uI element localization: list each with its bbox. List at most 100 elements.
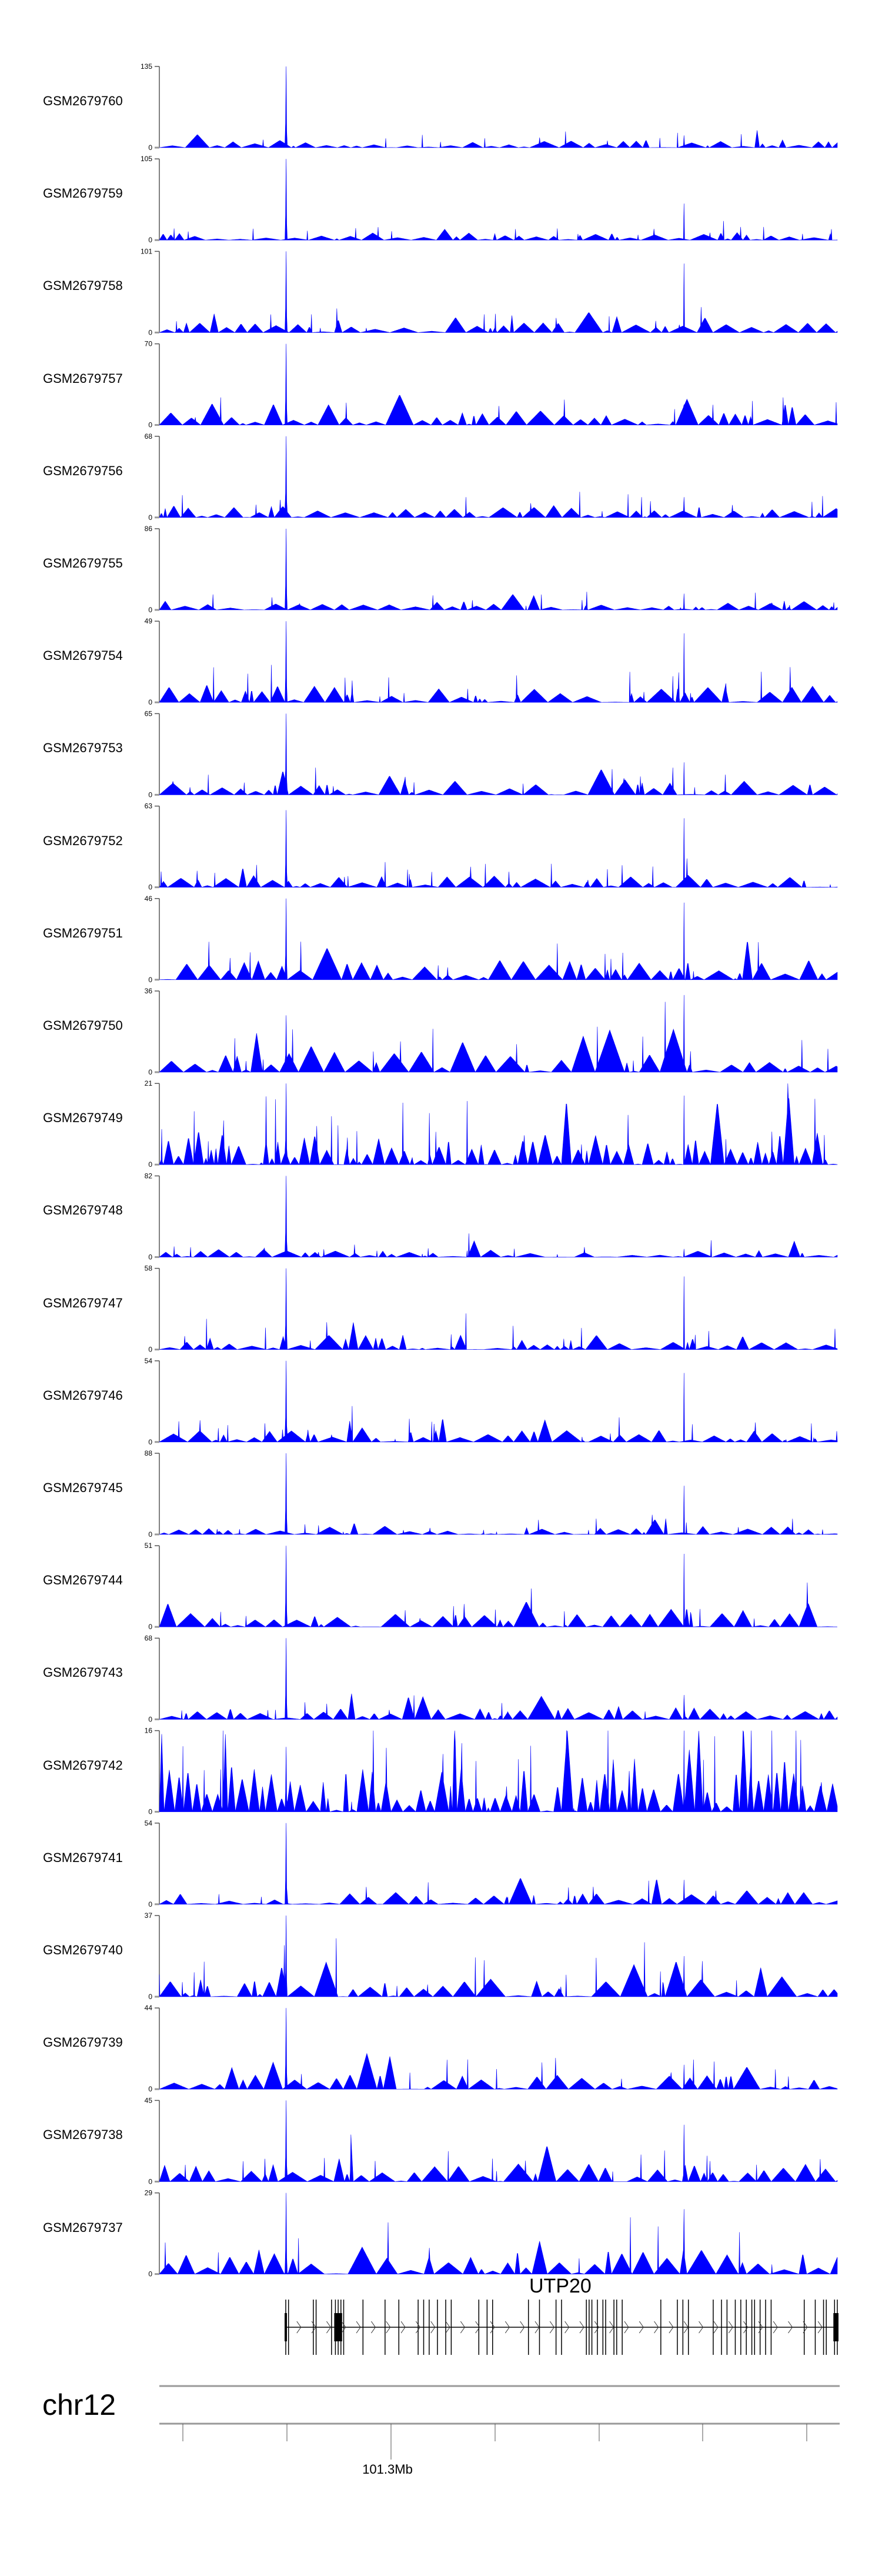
- y-min-label: 0: [148, 1253, 152, 1261]
- strand-arrow-icon: [520, 2321, 525, 2334]
- axis-tick-label: 101.3Mb: [362, 2462, 413, 2477]
- coverage-area: [159, 251, 838, 333]
- y-min-label: 0: [148, 698, 152, 706]
- y-min-label: 0: [148, 1160, 152, 1169]
- y-max-label: 46: [145, 895, 153, 903]
- strand-arrow-icon: [311, 2321, 316, 2334]
- strand-arrow-icon: [669, 2321, 674, 2334]
- coverage-area: [159, 436, 838, 518]
- gene-label: UTP20: [529, 2275, 592, 2297]
- strand-arrow-icon: [356, 2321, 361, 2334]
- coverage-area: [159, 1638, 838, 1720]
- coverage-area: [159, 1268, 838, 1350]
- strand-arrow-icon: [460, 2321, 465, 2334]
- coverage-area: [159, 1176, 838, 1258]
- track-label: GSM2679741: [43, 1850, 123, 1865]
- y-max-label: 29: [145, 2189, 153, 2197]
- track-label: GSM2679759: [43, 186, 123, 201]
- strand-arrow-icon: [788, 2321, 793, 2334]
- y-max-label: 45: [145, 2096, 153, 2104]
- track-label: GSM2679756: [43, 463, 123, 478]
- y-max-label: 65: [145, 709, 153, 718]
- track-label: GSM2679743: [43, 1665, 123, 1680]
- track-label: GSM2679742: [43, 1757, 123, 1773]
- track-label: GSM2679758: [43, 278, 123, 293]
- coverage-area: [159, 1453, 838, 1535]
- track-label: GSM2679752: [43, 833, 123, 848]
- track-label: GSM2679740: [43, 1943, 123, 1957]
- y-min-label: 0: [148, 1715, 152, 1723]
- track-label: GSM2679745: [43, 1480, 123, 1495]
- y-min-label: 0: [148, 1900, 152, 1908]
- coverage-area: [159, 66, 838, 148]
- y-max-label: 44: [145, 2004, 153, 2012]
- gene-exon-block: [833, 2313, 838, 2341]
- y-min-label: 0: [148, 1438, 152, 1446]
- strand-arrow-icon: [534, 2321, 540, 2334]
- strand-arrow-icon: [594, 2321, 599, 2334]
- y-max-label: 36: [145, 987, 153, 995]
- y-max-label: 82: [145, 1172, 153, 1180]
- coverage-area: [159, 713, 838, 796]
- y-min-label: 0: [148, 2177, 152, 2185]
- coverage-area: [159, 810, 838, 888]
- strand-arrow-icon: [683, 2321, 689, 2334]
- y-max-label: 54: [145, 1819, 153, 1827]
- y-min-label: 0: [148, 328, 152, 336]
- coverage-area: [159, 2100, 838, 2183]
- strand-arrow-icon: [758, 2321, 763, 2334]
- strand-arrow-icon: [639, 2321, 644, 2334]
- track-label: GSM2679760: [43, 94, 123, 108]
- strand-arrow-icon: [415, 2321, 420, 2334]
- strand-arrow-icon: [817, 2321, 823, 2334]
- gene-exon-block: [334, 2313, 342, 2341]
- y-max-label: 51: [145, 1541, 153, 1550]
- y-max-label: 54: [145, 1357, 153, 1365]
- strand-arrow-icon: [654, 2321, 659, 2334]
- y-min-label: 0: [148, 2085, 152, 2093]
- coverage-area: [159, 1083, 838, 1166]
- coverage-area: [159, 995, 838, 1073]
- coverage-area: [159, 343, 838, 426]
- y-min-label: 0: [148, 2270, 152, 2278]
- strand-arrow-icon: [386, 2321, 391, 2334]
- strand-arrow-icon: [400, 2321, 406, 2334]
- strand-arrow-icon: [549, 2321, 554, 2334]
- coverage-area: [159, 621, 838, 703]
- y-min-label: 0: [148, 976, 152, 984]
- strand-arrow-icon: [579, 2321, 584, 2334]
- y-max-label: 21: [145, 1079, 153, 1087]
- strand-arrow-icon: [803, 2321, 808, 2334]
- track-label: GSM2679744: [43, 1573, 123, 1588]
- coverage-area: [158, 1823, 838, 1905]
- track-label: GSM2679738: [43, 2127, 123, 2143]
- y-max-label: 86: [145, 525, 153, 533]
- y-min-label: 0: [148, 606, 152, 614]
- strand-arrow-icon: [475, 2321, 480, 2334]
- strand-arrow-icon: [326, 2321, 332, 2334]
- track-label: GSM2679755: [43, 556, 123, 570]
- track-label: GSM2679737: [43, 2220, 123, 2235]
- y-max-label: 101: [141, 247, 152, 255]
- y-max-label: 135: [141, 62, 152, 71]
- chromosome-label: chr12: [42, 2388, 116, 2421]
- y-min-label: 0: [148, 1808, 152, 1816]
- track-label: GSM2679757: [43, 371, 123, 386]
- coverage-area: [159, 1915, 838, 1997]
- y-min-label: 0: [148, 1623, 152, 1631]
- strand-arrow-icon: [505, 2321, 510, 2334]
- track-label: GSM2679747: [43, 1295, 123, 1310]
- strand-arrow-icon: [341, 2321, 346, 2334]
- strand-arrow-icon: [445, 2321, 450, 2334]
- strand-arrow-icon: [699, 2321, 704, 2334]
- coverage-area: [159, 2193, 838, 2275]
- strand-arrow-icon: [370, 2321, 376, 2334]
- strand-arrow-icon: [296, 2321, 302, 2334]
- track-label: GSM2679746: [43, 1387, 123, 1403]
- y-max-label: 58: [145, 1264, 153, 1273]
- y-max-label: 88: [145, 1449, 153, 1457]
- strand-arrow-icon: [624, 2321, 629, 2334]
- y-max-label: 49: [145, 617, 153, 625]
